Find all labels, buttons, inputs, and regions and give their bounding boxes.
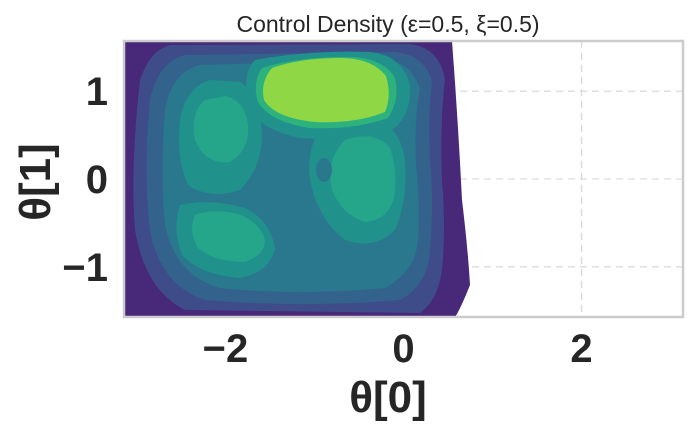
contour-level-6-upper [193,96,249,163]
y-tick-label-1: 0 [86,158,108,202]
contour-peak [263,58,389,123]
y-tick-label-2: −1 [62,246,108,290]
chart-title: Control Density (ε=0.5, ξ=0.5) [236,11,539,37]
contour-local-minimum [316,158,332,182]
y-tick-labels: 1 0 −1 [62,70,108,290]
density-contours [124,41,470,317]
x-tick-label-1: 0 [392,327,414,371]
x-tick-labels: −2 0 2 [203,327,593,371]
x-tick-label-0: −2 [203,327,249,371]
plot-frame [122,39,685,319]
y-axis-label: θ[1] [11,143,60,221]
contour-level-6-lower [192,211,265,262]
y-tick-label-0: 1 [86,70,108,114]
x-axis-label: θ[0] [349,373,427,422]
x-tick-label-2: 2 [570,327,592,371]
contour-level-6-right [330,136,396,222]
